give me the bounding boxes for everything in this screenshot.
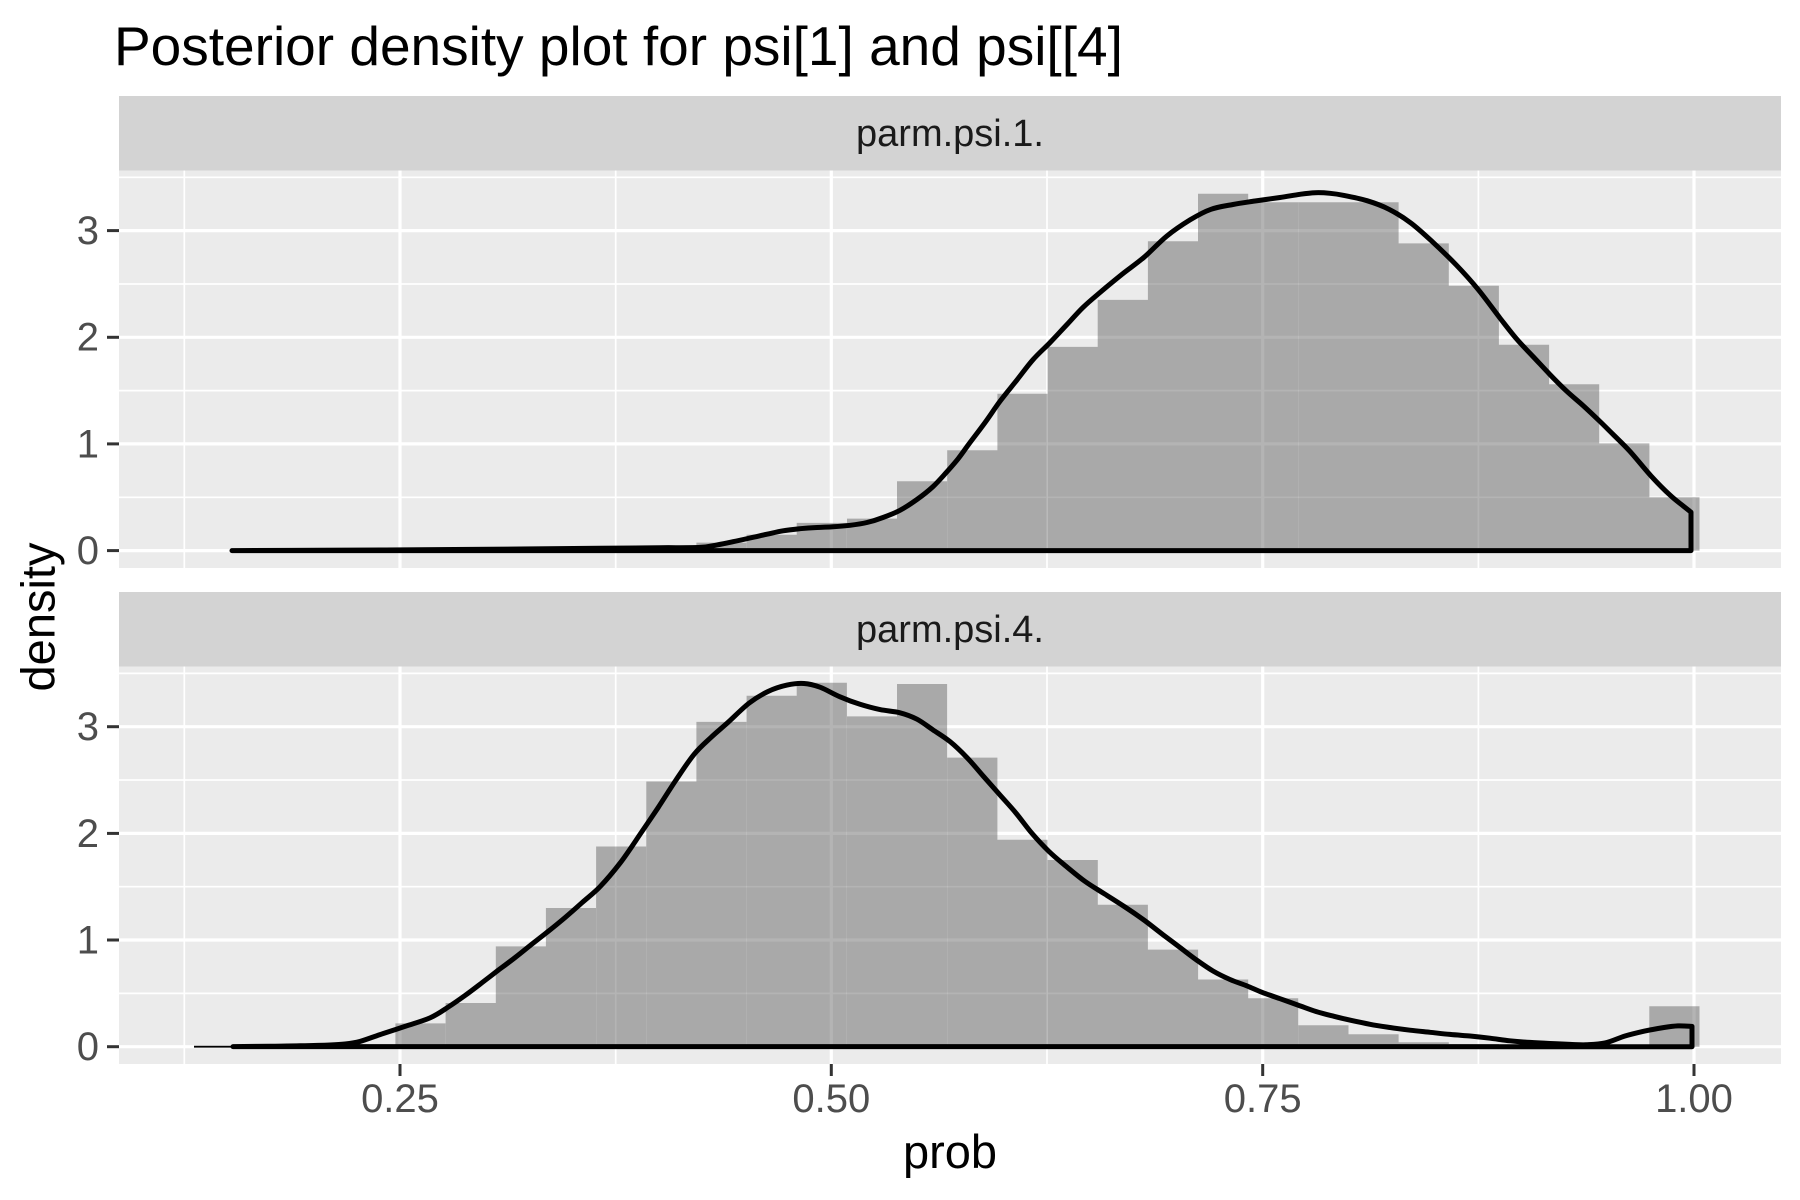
svg-text:0: 0 (77, 1025, 99, 1069)
svg-text:density: density (12, 542, 65, 691)
svg-text:1.00: 1.00 (1655, 1077, 1733, 1121)
svg-text:1: 1 (77, 422, 99, 466)
svg-text:2: 2 (77, 316, 99, 360)
svg-text:0.25: 0.25 (361, 1077, 439, 1121)
svg-text:3: 3 (77, 209, 99, 253)
svg-text:parm.psi.1.: parm.psi.1. (856, 113, 1044, 155)
svg-text:parm.psi.4.: parm.psi.4. (856, 609, 1044, 651)
svg-text:1: 1 (77, 918, 99, 962)
svg-text:0.75: 0.75 (1224, 1077, 1302, 1121)
svg-text:Posterior density plot for psi: Posterior density plot for psi[1] and ps… (114, 15, 1123, 77)
svg-text:0.50: 0.50 (792, 1077, 870, 1121)
svg-text:prob: prob (903, 1125, 997, 1178)
svg-text:0: 0 (77, 529, 99, 573)
svg-text:2: 2 (77, 812, 99, 856)
svg-text:3: 3 (77, 705, 99, 749)
